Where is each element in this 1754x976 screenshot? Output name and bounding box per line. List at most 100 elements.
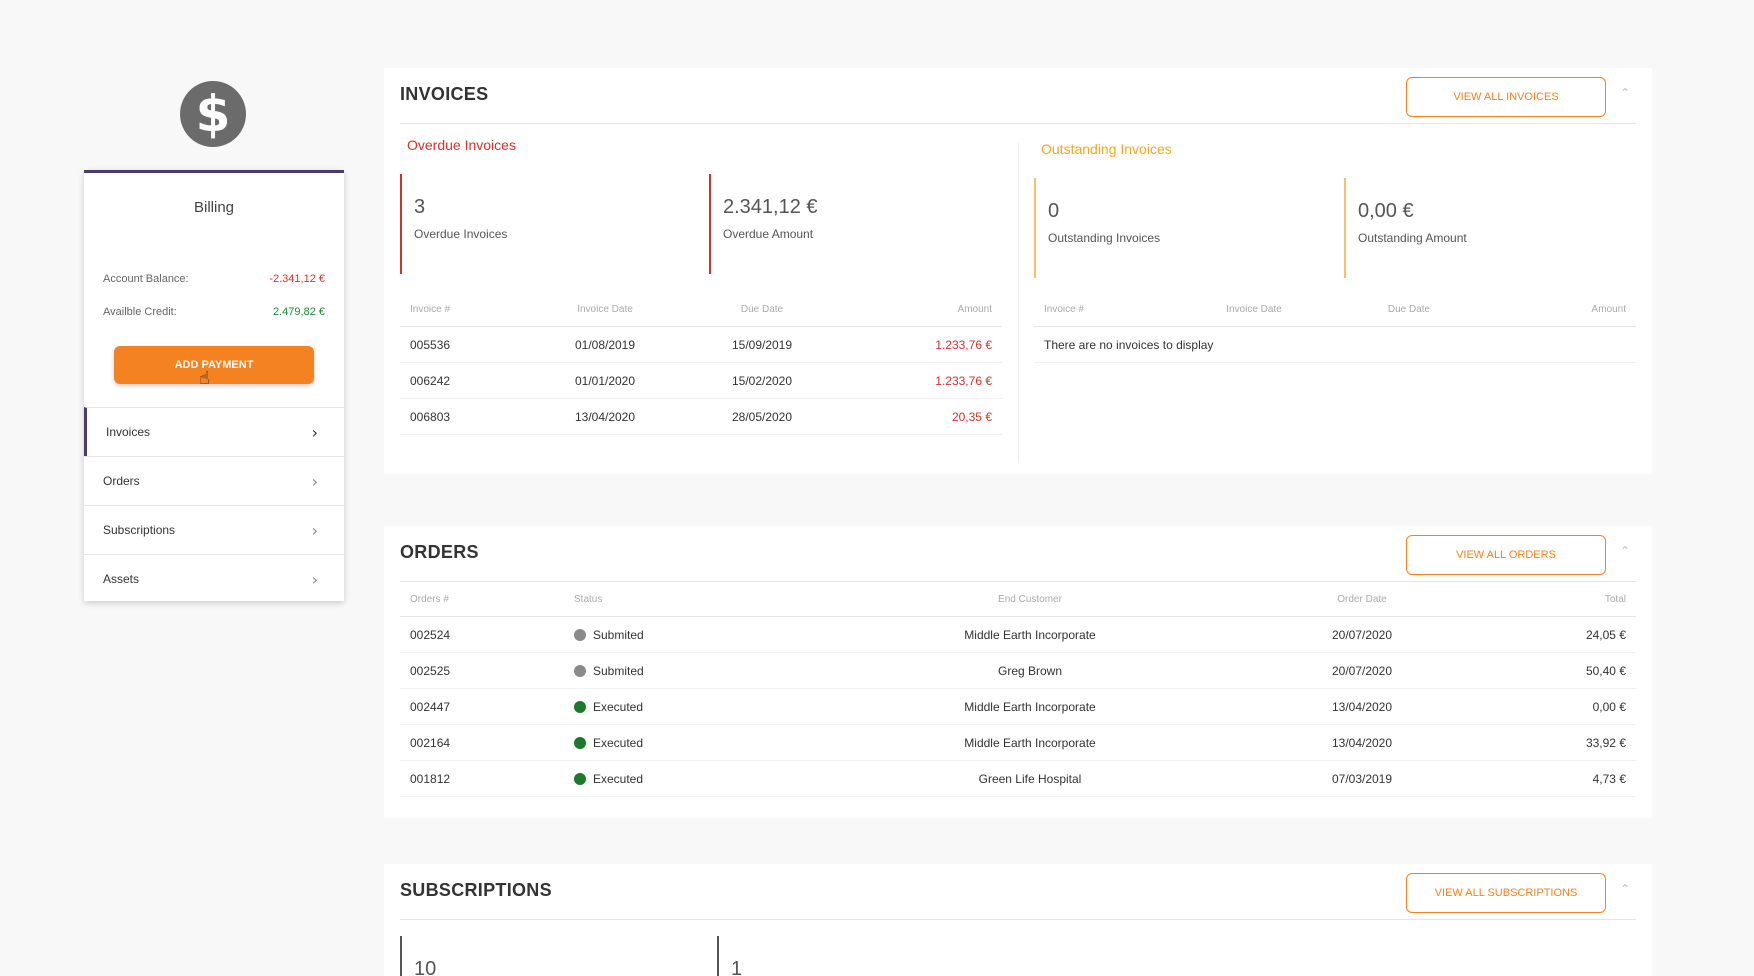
divider [1018, 143, 1019, 463]
sidebar-item-invoices[interactable]: Invoices › [84, 407, 344, 456]
column-header: Total [1604, 593, 1626, 605]
chevron-right-icon: › [311, 520, 318, 540]
subscriptions-stat-value: 10 [414, 958, 437, 976]
empty-row: There are no invoices to display [1034, 327, 1636, 363]
status-label: Executed [593, 771, 644, 786]
sidebar-item-orders[interactable]: Orders › [84, 456, 344, 505]
table-header: Orders # Status End Customer Order Date … [400, 582, 1636, 617]
overdue-invoices-heading: Overdue Invoices [407, 137, 516, 153]
add-payment-button[interactable]: ADD PAYMENT [114, 346, 314, 384]
subscriptions-panel: SUBSCRIPTIONS VIEW ALL SUBSCRIPTIONS ⌃ 1… [384, 864, 1652, 976]
order-number: 002525 [410, 663, 451, 678]
hand-pointer-icon: ☝ [199, 368, 210, 389]
overdue-invoices-table: Invoice # Invoice Date Due Date Amount 0… [400, 292, 1002, 435]
sidebar-item-subscriptions[interactable]: Subscriptions › [84, 505, 344, 554]
table-row[interactable]: 002447 Executed Middle Earth Incorporate… [400, 689, 1636, 725]
orders-title: ORDERS [400, 542, 479, 562]
order-total: 4,73 € [1592, 771, 1626, 786]
column-header: Due Date [740, 303, 784, 315]
status-label: Submited [593, 663, 644, 678]
overdue-amount-label: Overdue Amount [723, 227, 814, 241]
invoice-number: 006242 [410, 373, 451, 388]
outstanding-amount-stat: 0,00 € Outstanding Amount [1344, 178, 1624, 278]
overdue-count: 3 [414, 196, 426, 218]
column-header: Invoice # [410, 303, 451, 315]
billing-dollar-icon: $ [180, 81, 246, 147]
column-header: Amount [957, 303, 992, 315]
invoice-date: 13/04/2020 [574, 409, 636, 424]
chevron-right-icon: › [311, 422, 318, 442]
view-all-invoices-button[interactable]: VIEW ALL INVOICES [1406, 77, 1606, 117]
column-header: Invoice Date [1226, 303, 1282, 315]
invoice-number: 006803 [410, 409, 451, 424]
chevron-up-icon[interactable]: ⌃ [1619, 86, 1630, 100]
view-all-orders-button[interactable]: VIEW ALL ORDERS [1406, 535, 1606, 575]
subscriptions-stat: 10 [400, 936, 436, 976]
orders-table: Orders # Status End Customer Order Date … [400, 582, 1636, 797]
sidebar-item-label: Invoices [106, 425, 151, 439]
chevron-right-icon: › [311, 569, 318, 589]
invoice-amount: 1.233,76 € [935, 337, 992, 352]
subscriptions-stat: 1 [717, 936, 742, 976]
available-credit-row: Availble Credit: 2.479,82 € [103, 306, 325, 318]
order-total: 33,92 € [1585, 735, 1626, 750]
account-balance-value: -2.341,12 € [269, 273, 325, 285]
billing-card: Billing Account Balance: -2.341,12 € Ava… [84, 170, 344, 601]
order-status: Executed [564, 700, 818, 714]
table-header: Invoice # Invoice Date Due Date Amount [400, 292, 1002, 327]
outstanding-count: 0 [1048, 200, 1060, 222]
table-row[interactable]: 002164 Executed Middle Earth Incorporate… [400, 725, 1636, 761]
order-date: 13/04/2020 [1331, 735, 1393, 750]
order-number: 002164 [410, 735, 451, 750]
invoices-panel: INVOICES VIEW ALL INVOICES ⌃ Overdue Inv… [384, 68, 1652, 474]
view-all-subscriptions-button[interactable]: VIEW ALL SUBSCRIPTIONS [1406, 873, 1606, 913]
column-header: Invoice # [1044, 303, 1085, 315]
table-row[interactable]: 002525 Submited Greg Brown 20/07/2020 50… [400, 653, 1636, 689]
column-header: Due Date [1387, 303, 1431, 315]
billing-nav: Invoices › Orders › Subscriptions › Asse… [84, 407, 344, 603]
due-date: 15/09/2019 [731, 337, 793, 352]
chevron-up-icon[interactable]: ⌃ [1619, 882, 1630, 896]
order-total: 24,05 € [1585, 627, 1626, 642]
column-header: Amount [1591, 303, 1626, 315]
outstanding-invoices-table: Invoice # Invoice Date Due Date Amount T… [1034, 292, 1636, 363]
outstanding-amount: 0,00 € [1358, 200, 1414, 222]
invoices-title: INVOICES [400, 84, 489, 104]
orders-panel: ORDERS VIEW ALL ORDERS ⌃ Orders # Status… [384, 526, 1652, 818]
due-date: 15/02/2020 [731, 373, 793, 388]
overdue-count-stat: 3 Overdue Invoices [400, 174, 700, 274]
order-number: 001812 [410, 771, 451, 786]
status-label: Submited [593, 627, 644, 642]
invoice-amount: 20,35 € [951, 409, 992, 424]
overdue-amount: 2.341,12 € [723, 196, 818, 218]
end-customer: Middle Earth Incorporate [964, 735, 1096, 750]
sidebar-item-label: Subscriptions [103, 523, 176, 537]
order-date: 20/07/2020 [1331, 627, 1393, 642]
chevron-up-icon[interactable]: ⌃ [1619, 544, 1630, 558]
status-dot-icon [574, 737, 586, 750]
table-row[interactable]: 006803 13/04/2020 28/05/2020 20,35 € [400, 399, 1002, 435]
order-total: 50,40 € [1585, 663, 1626, 678]
subscriptions-title: SUBSCRIPTIONS [400, 880, 552, 900]
divider [400, 581, 1636, 582]
sidebar-item-assets[interactable]: Assets › [84, 554, 344, 603]
table-row[interactable]: 002524 Submited Middle Earth Incorporate… [400, 617, 1636, 653]
table-row[interactable]: 005536 01/08/2019 15/09/2019 1.233,76 € [400, 327, 1002, 363]
table-row[interactable]: 001812 Executed Green Life Hospital 07/0… [400, 761, 1636, 797]
column-header: Order Date [1337, 593, 1387, 605]
order-status: Executed [564, 736, 818, 750]
end-customer: Middle Earth Incorporate [964, 627, 1096, 642]
order-status: Submited [564, 628, 818, 642]
invoice-date: 01/01/2020 [574, 373, 636, 388]
column-header: Invoice Date [577, 303, 633, 315]
order-status: Submited [564, 664, 818, 678]
chevron-right-icon: › [311, 471, 318, 491]
table-row[interactable]: 006242 01/01/2020 15/02/2020 1.233,76 € [400, 363, 1002, 399]
empty-message: There are no invoices to display [1044, 337, 1214, 352]
column-header: Status [574, 593, 603, 605]
available-credit-label: Availble Credit: [103, 306, 177, 318]
order-number: 002447 [410, 699, 451, 714]
status-dot-icon [574, 701, 586, 714]
available-credit-value: 2.479,82 € [273, 306, 325, 318]
status-dot-icon [574, 665, 586, 678]
